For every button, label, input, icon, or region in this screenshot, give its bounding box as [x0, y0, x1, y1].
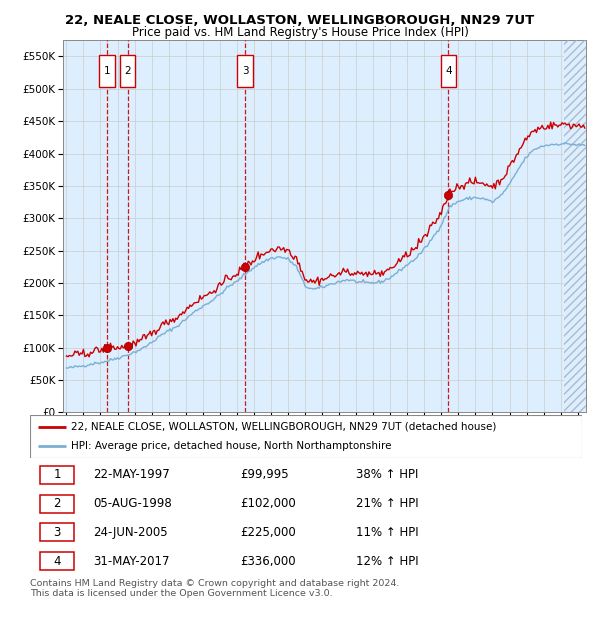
FancyBboxPatch shape: [441, 55, 456, 87]
Text: 3: 3: [53, 526, 61, 539]
FancyBboxPatch shape: [40, 495, 74, 513]
Text: Contains HM Land Registry data © Crown copyright and database right 2024.: Contains HM Land Registry data © Crown c…: [30, 579, 400, 588]
Text: £225,000: £225,000: [240, 526, 296, 539]
Text: 3: 3: [242, 66, 248, 76]
Text: 24-JUN-2005: 24-JUN-2005: [94, 526, 168, 539]
FancyBboxPatch shape: [30, 415, 582, 458]
Text: 22, NEALE CLOSE, WOLLASTON, WELLINGBOROUGH, NN29 7UT (detached house): 22, NEALE CLOSE, WOLLASTON, WELLINGBOROU…: [71, 422, 497, 432]
Text: 38% ↑ HPI: 38% ↑ HPI: [356, 469, 418, 482]
FancyBboxPatch shape: [238, 55, 253, 87]
FancyBboxPatch shape: [40, 552, 74, 570]
Text: 11% ↑ HPI: 11% ↑ HPI: [356, 526, 418, 539]
FancyBboxPatch shape: [100, 55, 115, 87]
Text: 2: 2: [124, 66, 131, 76]
Text: 4: 4: [445, 66, 452, 76]
Text: 22, NEALE CLOSE, WOLLASTON, WELLINGBOROUGH, NN29 7UT: 22, NEALE CLOSE, WOLLASTON, WELLINGBOROU…: [65, 14, 535, 27]
Text: Price paid vs. HM Land Registry's House Price Index (HPI): Price paid vs. HM Land Registry's House …: [131, 26, 469, 39]
Text: 1: 1: [104, 66, 110, 76]
Text: 21% ↑ HPI: 21% ↑ HPI: [356, 497, 418, 510]
Text: HPI: Average price, detached house, North Northamptonshire: HPI: Average price, detached house, Nort…: [71, 441, 392, 451]
Text: 4: 4: [53, 554, 61, 567]
Text: 12% ↑ HPI: 12% ↑ HPI: [356, 554, 418, 567]
Text: 31-MAY-2017: 31-MAY-2017: [94, 554, 170, 567]
FancyBboxPatch shape: [40, 523, 74, 541]
Text: £102,000: £102,000: [240, 497, 296, 510]
FancyBboxPatch shape: [40, 466, 74, 484]
Text: 22-MAY-1997: 22-MAY-1997: [94, 469, 170, 482]
Text: 2: 2: [53, 497, 61, 510]
Text: This data is licensed under the Open Government Licence v3.0.: This data is licensed under the Open Gov…: [30, 589, 332, 598]
Text: 05-AUG-1998: 05-AUG-1998: [94, 497, 172, 510]
FancyBboxPatch shape: [120, 55, 136, 87]
Text: 1: 1: [53, 469, 61, 482]
Text: £99,995: £99,995: [240, 469, 289, 482]
Polygon shape: [564, 40, 586, 412]
Text: £336,000: £336,000: [240, 554, 295, 567]
